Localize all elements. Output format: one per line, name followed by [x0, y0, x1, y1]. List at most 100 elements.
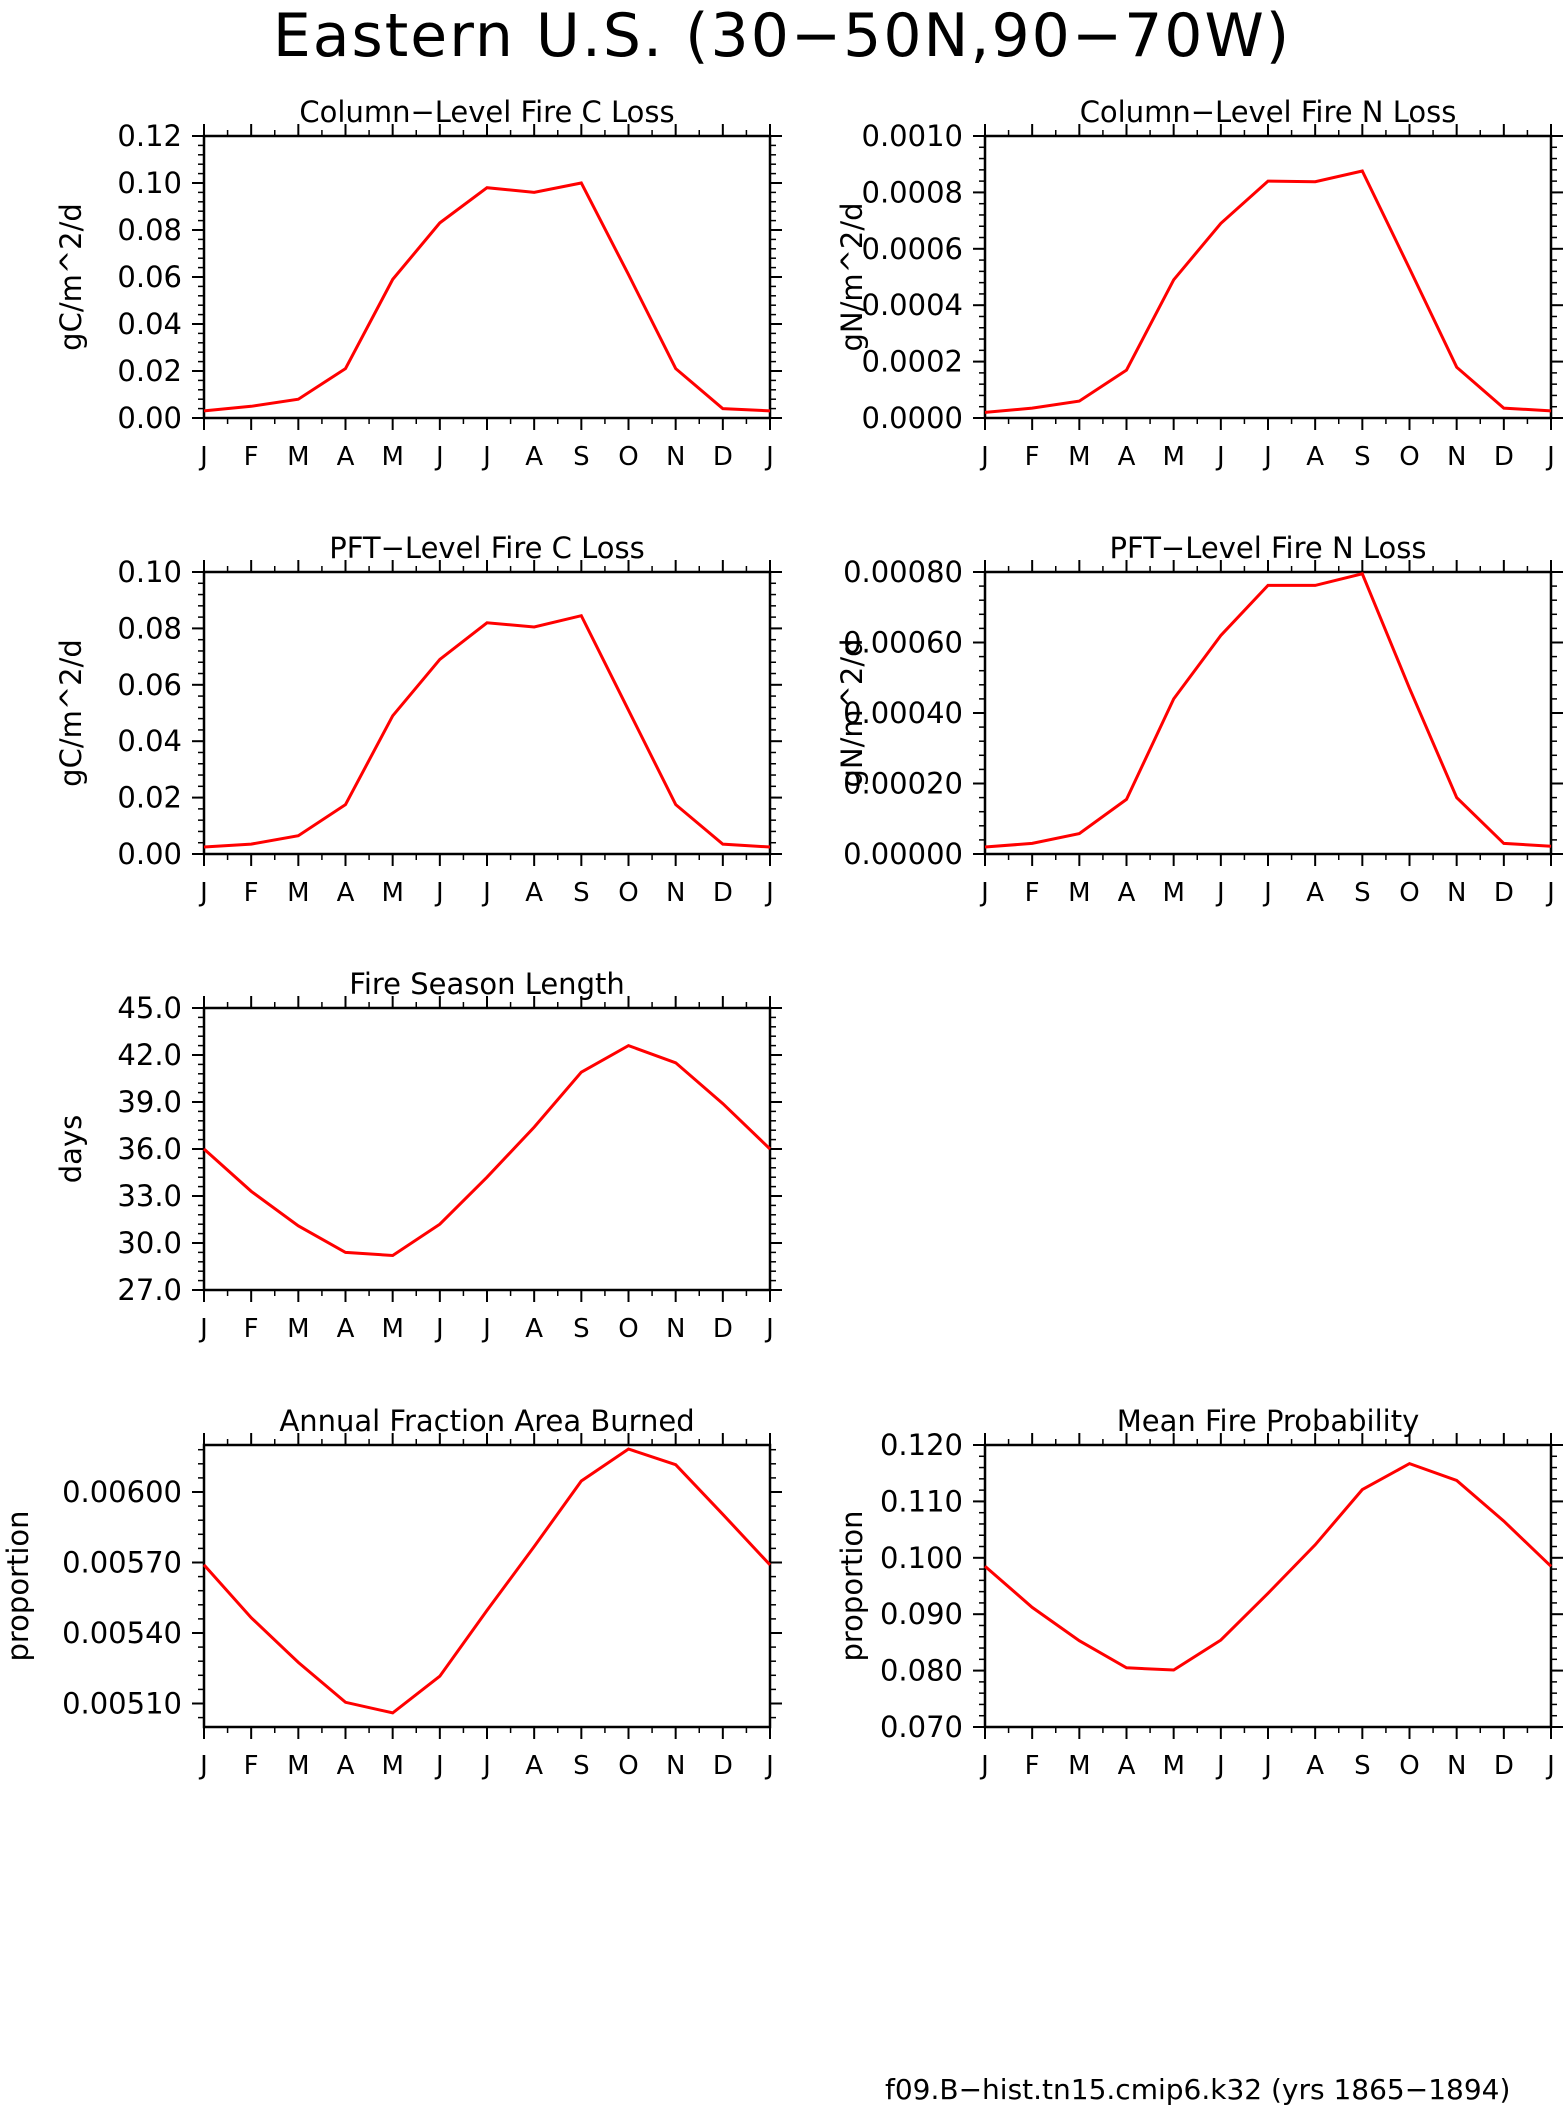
y-tick-label: 0.0006 [862, 232, 963, 266]
x-tick-label: J [198, 1751, 208, 1781]
x-tick-label: F [1025, 1751, 1040, 1781]
y-tick-label: 0.10 [117, 555, 182, 589]
x-tick-label: M [1162, 878, 1184, 908]
y-tick-label: 27.0 [117, 1273, 182, 1307]
y-axis-label: proportion [835, 1510, 869, 1661]
x-tick-label: J [1215, 442, 1225, 472]
y-tick-label: 0.06 [117, 260, 182, 294]
x-tick-label: D [713, 1751, 733, 1781]
x-tick-label: J [481, 878, 491, 908]
col-fire-c-loss-chart: J F M A M J J A S O N D J0.000.020.040.060.080.100.1… [54, 95, 782, 472]
x-tick-label: J [1262, 878, 1272, 908]
x-tick-label: S [573, 1751, 590, 1781]
x-tick-label: J [764, 442, 774, 472]
y-tick-label: 0.0008 [862, 175, 963, 209]
y-tick-label: 0.06 [117, 668, 182, 702]
x-tick-label: N [1447, 1751, 1466, 1781]
y-axis-label: proportion [1, 1510, 35, 1661]
series-line [984, 169, 1552, 414]
page-title: Eastern U.S. (30−50N,90−70W) [272, 1, 1292, 71]
x-tick-label: N [1447, 878, 1466, 908]
x-tick-label: F [244, 878, 259, 908]
x-tick-label: M [1068, 1751, 1090, 1781]
x-tick-label: J [1262, 1751, 1272, 1781]
x-tick-label: J [1545, 442, 1555, 472]
x-tick-label: A [1306, 878, 1324, 908]
plot-frame [983, 570, 1553, 856]
y-tick-label: 0.090 [880, 1597, 963, 1631]
series-line [984, 572, 1552, 849]
x-tick-label: M [1068, 878, 1090, 908]
y-tick-label: 0.04 [117, 724, 182, 758]
chart-title: PFT−Level Fire N Loss [1110, 531, 1427, 565]
fire-season-length-chart: J F M A M J J A S O N D J27.030.033.036.039.042.045.… [54, 967, 782, 1344]
pft-fire-c-loss-chart: J F M A M J J A S O N D J0.000.020.040.060.080.10PFT… [54, 531, 782, 908]
chart-title: Annual Fraction Area Burned [279, 1404, 694, 1438]
y-tick-label: 0.02 [117, 781, 182, 815]
x-tick-label: O [1399, 1751, 1419, 1781]
y-axis-label: days [54, 1115, 88, 1183]
y-tick-label: 0.00540 [62, 1616, 182, 1650]
x-tick-label: A [1306, 442, 1324, 472]
x-tick-label: J [481, 442, 491, 472]
x-tick-label: J [1545, 878, 1555, 908]
x-tick-label: O [618, 878, 638, 908]
x-tick-label: J [979, 1751, 989, 1781]
x-tick-label: F [1025, 442, 1040, 472]
x-tick-label: J [434, 442, 444, 472]
legend-label: f09.B−hist.tn15.cmip6.k32 (yrs 1865−1894… [885, 2073, 1511, 2106]
x-tick-label: D [713, 1314, 733, 1344]
x-tick-label: A [1118, 442, 1136, 472]
x-tick-label: M [287, 1751, 309, 1781]
x-tick-label: A [525, 442, 543, 472]
y-tick-label: 0.00510 [62, 1687, 182, 1721]
y-tick-label: 0.120 [880, 1428, 963, 1462]
x-tick-label: M [1068, 442, 1090, 472]
y-tick-label: 0.0002 [862, 345, 963, 379]
x-tick-label: J [198, 1314, 208, 1344]
x-tick-label: M [287, 1314, 309, 1344]
series-line [984, 1461, 1553, 1672]
chart-title: Mean Fire Probability [1117, 1404, 1420, 1438]
series-line [202, 1043, 772, 1258]
x-tick-label: M [381, 878, 403, 908]
y-tick-label: 0.04 [117, 307, 182, 341]
x-tick-label: D [1494, 878, 1514, 908]
x-tick-label: J [1262, 442, 1272, 472]
x-tick-label: S [573, 878, 590, 908]
x-tick-label: D [1494, 1751, 1514, 1781]
y-tick-label: 0.0004 [862, 288, 963, 322]
x-tick-label: A [1306, 1751, 1324, 1781]
x-tick-label: A [525, 1314, 543, 1344]
chart-title: Column−Level Fire N Loss [1080, 95, 1457, 129]
x-tick-label: A [525, 1751, 543, 1781]
y-tick-label: 0.00570 [62, 1546, 182, 1580]
x-tick-label: J [764, 1314, 774, 1344]
x-tick-label: S [1354, 442, 1371, 472]
x-tick-label: F [244, 1751, 259, 1781]
series-line [203, 613, 771, 849]
x-tick-label: J [434, 1314, 444, 1344]
x-tick-label: M [381, 1751, 403, 1781]
col-fire-n-loss-chart: J F M A M J J A S O N D J0.00000.00020.00040.00060.0… [835, 95, 1563, 472]
x-tick-label: N [666, 442, 685, 472]
x-tick-label: J [979, 442, 989, 472]
y-tick-label: 0.00600 [62, 1475, 182, 1509]
y-tick-label: 0.080 [880, 1654, 963, 1688]
x-tick-label: O [618, 1314, 638, 1344]
series-line [202, 1447, 772, 1715]
x-tick-label: S [573, 1314, 590, 1344]
annual-fraction-area-burned-chart: J F M A M J J A S O N D J0.005100.005400.005700.0060… [1, 1404, 782, 1781]
y-tick-label: 36.0 [117, 1132, 182, 1166]
y-tick-label: 0.00000 [843, 837, 963, 871]
x-tick-label: F [1025, 878, 1040, 908]
y-tick-label: 0.00060 [843, 626, 963, 660]
y-tick-label: 0.00 [117, 401, 182, 435]
x-tick-label: J [198, 442, 208, 472]
x-tick-label: J [764, 878, 774, 908]
x-tick-label: J [764, 1751, 774, 1781]
x-tick-label: J [1215, 1751, 1225, 1781]
x-tick-label: J [198, 878, 208, 908]
chart-title: Fire Season Length [349, 967, 624, 1001]
y-tick-label: 0.0010 [862, 119, 963, 153]
